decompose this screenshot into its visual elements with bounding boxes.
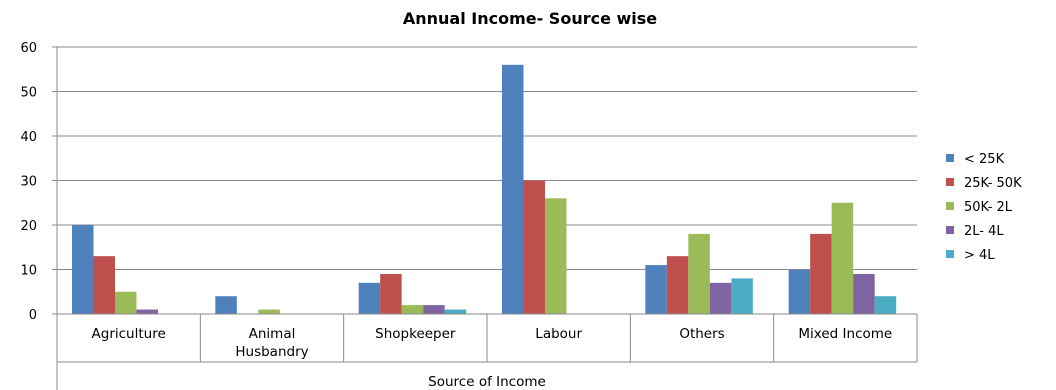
bar bbox=[423, 305, 445, 314]
bar bbox=[93, 256, 115, 314]
gridlines bbox=[57, 46, 917, 270]
legend-swatch bbox=[946, 250, 954, 258]
legend-label: > 4L bbox=[964, 248, 995, 263]
bar bbox=[401, 305, 424, 314]
chart-title: Annual Income- Source wise bbox=[403, 9, 657, 28]
x-axis-label: Source of Income bbox=[428, 374, 546, 390]
y-tick-label: 60 bbox=[20, 41, 37, 56]
y-axis-ticks: 0 10 20 30 40 50 60 bbox=[20, 41, 57, 323]
bar bbox=[444, 309, 467, 314]
bar bbox=[666, 256, 689, 314]
legend-swatch bbox=[946, 154, 954, 162]
bar bbox=[853, 273, 875, 314]
bar bbox=[523, 180, 545, 314]
bar bbox=[72, 225, 94, 314]
bar bbox=[502, 64, 524, 314]
legend-swatch bbox=[946, 226, 954, 234]
y-tick-label: 50 bbox=[20, 86, 37, 101]
category-label: Animal bbox=[249, 326, 296, 342]
bar bbox=[258, 309, 280, 314]
bar bbox=[545, 198, 567, 314]
bar bbox=[136, 309, 158, 314]
y-tick-label: 0 bbox=[29, 308, 37, 323]
category-label: Shopkeeper bbox=[375, 326, 456, 342]
category-label: Mixed Income bbox=[798, 326, 892, 342]
bar bbox=[115, 291, 137, 314]
legend-label: 2L- 4L bbox=[964, 224, 1004, 239]
bar bbox=[831, 202, 854, 314]
legend-label: < 25K bbox=[964, 152, 1005, 167]
bar bbox=[788, 269, 811, 314]
axes bbox=[56, 47, 918, 390]
legend-label: 25K- 50K bbox=[964, 176, 1022, 191]
bar bbox=[731, 278, 753, 314]
category-label: Agriculture bbox=[92, 326, 166, 342]
bars bbox=[72, 64, 897, 314]
y-tick-label: 20 bbox=[20, 219, 37, 234]
bar bbox=[215, 296, 237, 314]
y-tick-label: 40 bbox=[20, 130, 37, 145]
y-tick-label: 30 bbox=[20, 175, 37, 190]
bar bbox=[358, 282, 381, 314]
category-labels: Agriculture Animal Husbandry Shopkeeper Labo… bbox=[92, 326, 893, 360]
bar bbox=[874, 296, 897, 314]
category-label: Husbandry bbox=[235, 344, 308, 360]
legend-swatch bbox=[946, 178, 954, 186]
category-label: Labour bbox=[535, 326, 582, 342]
legend: < 25K 25K- 50K 50K- 2L 2L- 4L > 4L bbox=[946, 152, 1022, 263]
legend-swatch bbox=[946, 202, 954, 210]
bar bbox=[709, 282, 732, 314]
bar bbox=[810, 233, 832, 314]
legend-label: 50K- 2L bbox=[964, 200, 1013, 215]
bar bbox=[645, 265, 667, 314]
category-label: Others bbox=[679, 326, 724, 342]
bar bbox=[688, 233, 710, 314]
bar bbox=[380, 273, 402, 314]
y-tick-label: 10 bbox=[20, 264, 37, 279]
